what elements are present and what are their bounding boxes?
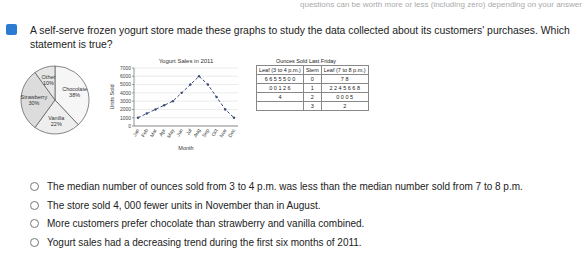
line-marker xyxy=(172,100,174,102)
cell: 3 xyxy=(303,102,321,111)
cell: 2 xyxy=(321,102,368,111)
sales-line xyxy=(138,76,234,117)
grid-line xyxy=(134,84,238,85)
row: 420 0 0 5 xyxy=(257,93,369,102)
x-axis-label: Month xyxy=(178,145,193,151)
slice-value: 30% xyxy=(28,100,39,106)
cell: 0 xyxy=(303,75,321,84)
header-row: Leaf (3 to 4 p.m.)StemLeaf (7 to 8 p.m.) xyxy=(257,66,369,75)
x-tick-label: Mar xyxy=(148,127,158,138)
y-axis-label: Units Sold xyxy=(109,84,115,109)
x-tick-label: Aug xyxy=(192,127,202,138)
chart-title: Yogurt Sales in 2011 xyxy=(159,58,214,64)
x-tick-label: Dec xyxy=(227,127,237,138)
option-text[interactable]: The store sold 4, 000 fewer units in Nov… xyxy=(47,200,321,212)
line-marker xyxy=(189,83,191,85)
x-tick-label: Feb xyxy=(140,127,150,138)
x-tick-label: Nov xyxy=(218,127,228,138)
slice-value: 22% xyxy=(51,121,62,127)
header-cell: Stem xyxy=(303,66,321,75)
line-marker xyxy=(233,117,235,119)
cell: 1 xyxy=(303,84,321,93)
plot-area xyxy=(137,75,235,119)
y-tick-label: 7000 xyxy=(120,65,131,71)
x-tick-label: Jun xyxy=(175,127,184,137)
grid-line xyxy=(134,92,238,93)
grid-line xyxy=(134,101,238,102)
grid-line xyxy=(134,76,238,77)
cell: 4 xyxy=(257,93,304,102)
grid-line xyxy=(134,126,238,127)
row: 0 0 1 2 612 2 4 5 6 6 8 xyxy=(257,84,369,93)
pie-slice xyxy=(21,72,55,127)
x-axis xyxy=(134,126,238,127)
slice-value: 10% xyxy=(43,80,54,86)
cell: 0 0 0 5 xyxy=(321,93,368,102)
table-title: Ounces Sold Last Friday xyxy=(256,58,356,64)
line-marker xyxy=(207,83,209,85)
y-tick-label: 0 xyxy=(128,123,131,129)
header-cell: Leaf (7 to 8 p.m.) xyxy=(321,66,368,75)
row: 32 xyxy=(257,102,369,111)
grid-line xyxy=(134,117,238,118)
line-marker xyxy=(224,108,226,110)
cell: 2 2 4 5 6 6 8 xyxy=(321,84,368,93)
grid-line xyxy=(134,109,238,110)
cell: 7 8 xyxy=(321,75,368,84)
x-tick-label: Jan xyxy=(131,127,140,137)
option-text[interactable]: Yogurt sales had a decreasing trend duri… xyxy=(47,237,362,249)
line-marker xyxy=(180,92,182,94)
option-text[interactable]: More customers prefer chocolate than str… xyxy=(47,218,364,230)
line-marker xyxy=(137,117,139,119)
stem-leaf: Ounces Sold Last Friday Leaf (3 to 4 p.m.… xyxy=(256,58,356,111)
question-icon xyxy=(6,24,17,35)
y-axis xyxy=(134,68,135,126)
slice-value: 38% xyxy=(69,92,80,98)
cell xyxy=(257,102,304,111)
question-text: A self-serve frozen yogurt store made th… xyxy=(30,24,578,52)
line-marker xyxy=(215,96,217,98)
y-tick-label: 2000 xyxy=(120,106,131,112)
header-note: questions can be worth more or less (inc… xyxy=(300,0,582,9)
radio-button[interactable] xyxy=(30,182,39,191)
y-tick-label: 3000 xyxy=(120,98,131,104)
cell: 6 6 5 5 5 0 0 xyxy=(257,75,304,84)
y-tick-label: 1000 xyxy=(120,115,131,121)
line-marker xyxy=(163,104,165,106)
radio-button[interactable] xyxy=(30,238,39,247)
grid-line xyxy=(134,68,238,69)
y-tick-label: 5000 xyxy=(120,81,131,87)
x-tick-label: Sep xyxy=(201,127,211,138)
y-tick-label: 4000 xyxy=(120,90,131,96)
cell: 2 xyxy=(303,93,321,102)
table: Leaf (3 to 4 p.m.)StemLeaf (7 to 8 p.m.)… xyxy=(256,65,369,111)
cell: 0 0 1 2 6 xyxy=(257,84,304,93)
option-text[interactable]: The median number of ounces sold from 3 … xyxy=(47,181,523,193)
line-marker xyxy=(154,108,156,110)
header-cell: Leaf (3 to 4 p.m.) xyxy=(257,66,304,75)
line-marker xyxy=(146,112,148,114)
x-tick-label: May xyxy=(165,127,175,139)
line-marker xyxy=(198,75,200,77)
y-tick-label: 6000 xyxy=(120,73,131,79)
row: 6 6 5 5 5 0 007 8 xyxy=(257,75,369,84)
pie-slice xyxy=(35,66,55,100)
radio-button[interactable] xyxy=(30,219,39,228)
radio-button[interactable] xyxy=(30,201,39,210)
